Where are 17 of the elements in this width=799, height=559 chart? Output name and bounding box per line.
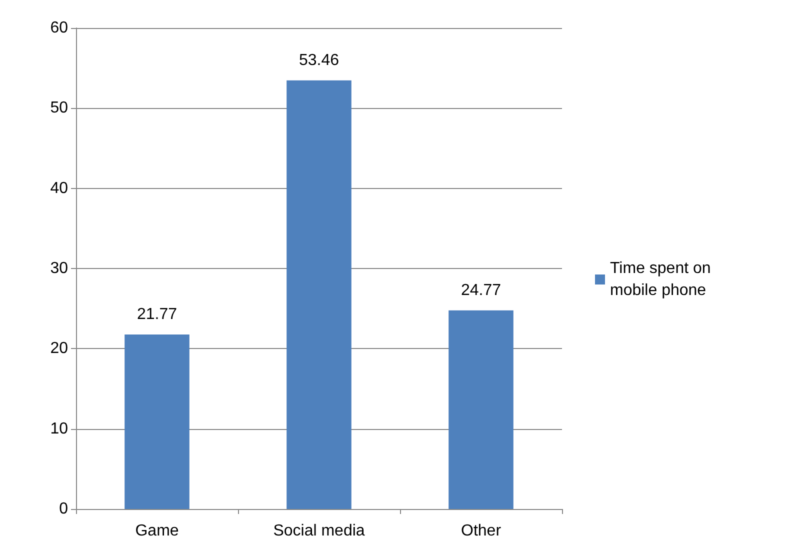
x-tick-label: Social media bbox=[273, 522, 365, 540]
data-label: 24.77 bbox=[460, 282, 502, 299]
data-label: 53.46 bbox=[298, 52, 340, 69]
y-tick-label: 60 bbox=[50, 20, 68, 36]
y-tick-label: 0 bbox=[59, 500, 68, 518]
y-tick-label: 10 bbox=[50, 420, 68, 438]
data-label: 21.77 bbox=[136, 306, 178, 323]
bar bbox=[286, 80, 352, 509]
y-tick-label: 50 bbox=[50, 100, 68, 117]
x-tick-label: Game bbox=[135, 522, 179, 540]
x-tick-label: Other bbox=[460, 522, 502, 540]
y-tick-label: 20 bbox=[50, 340, 68, 358]
legend-label: Time spent on mobile phone bbox=[610, 260, 716, 299]
bar bbox=[448, 310, 514, 509]
y-tick-label: 40 bbox=[50, 180, 68, 197]
y-tick-label: 30 bbox=[50, 260, 68, 277]
bar bbox=[124, 334, 190, 509]
